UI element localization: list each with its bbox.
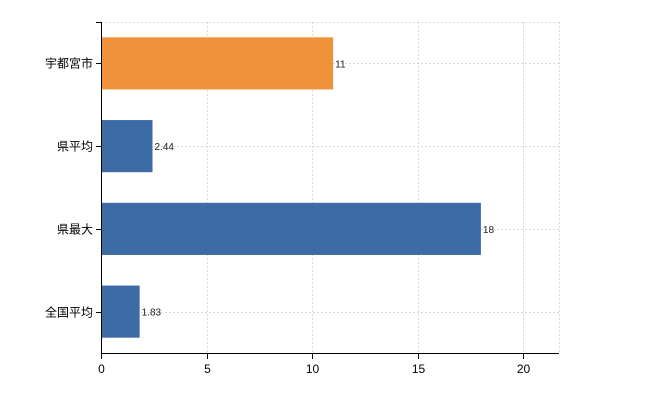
data-label-0: 11 (335, 59, 346, 70)
bars (102, 37, 481, 338)
x-tick-label-1: 5 (204, 362, 211, 376)
category-label-1: 県平均 (57, 140, 93, 154)
bar-3 (102, 285, 140, 338)
data-label-2: 18 (483, 225, 495, 236)
x-tick-label-4: 20 (517, 362, 531, 376)
x-tick-label-0: 0 (98, 362, 105, 376)
category-label-0: 宇都宮市 (45, 56, 93, 71)
bar-2 (102, 202, 481, 255)
data-label-3: 1.83 (142, 308, 162, 319)
category-label-2: 県最大 (57, 223, 93, 237)
x-tick-label-3: 15 (412, 362, 426, 376)
axes (96, 22, 559, 359)
data-label-1: 2.44 (154, 142, 174, 153)
x-tick-label-2: 10 (306, 362, 320, 376)
bar-0 (102, 37, 334, 90)
category-label-3: 全国平均 (45, 305, 93, 320)
bar-1 (102, 120, 153, 173)
